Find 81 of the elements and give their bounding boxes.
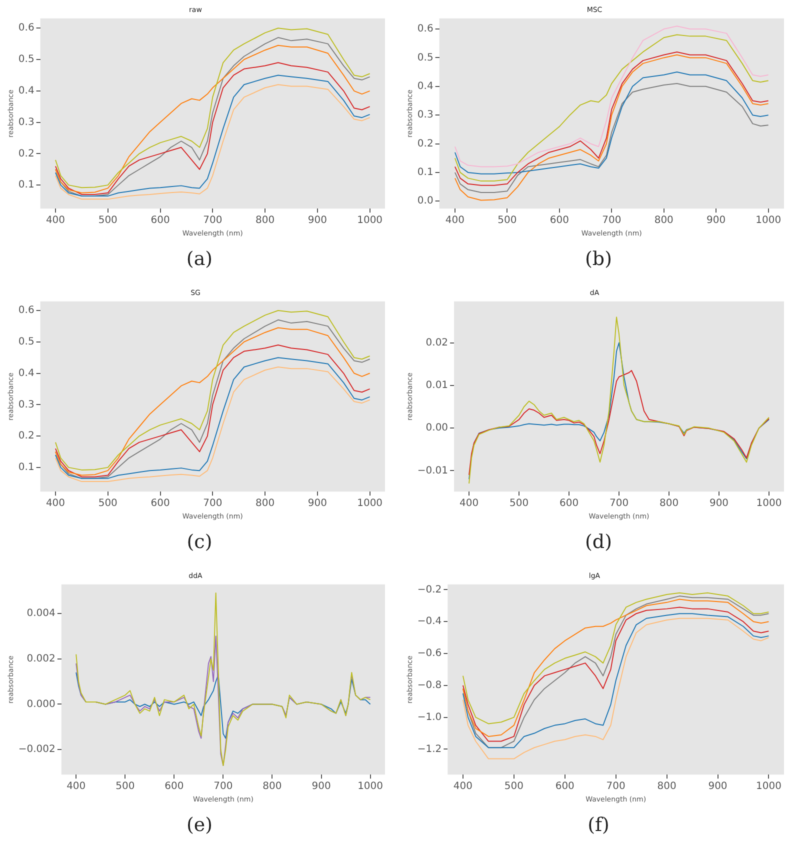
- x-tick-label: 800: [262, 781, 282, 792]
- x-tick-label: 400: [46, 498, 66, 510]
- x-tick-label: 500: [116, 781, 135, 792]
- x-tick-label: 800: [255, 498, 275, 510]
- x-tick-label: 500: [509, 498, 529, 510]
- y-tick-label: 0.004: [26, 608, 56, 620]
- x-tick-label: 900: [308, 215, 327, 226]
- y-tick-label: −0.2: [417, 584, 442, 596]
- y-tick-label: 0.2: [417, 138, 434, 150]
- y-tick-label: 0.5: [18, 336, 34, 348]
- x-tick-label: 400: [445, 215, 465, 226]
- x-tick-label: 1000: [357, 215, 383, 226]
- y-tick-label: 0.2: [18, 148, 34, 160]
- y-tick-label: 0.1: [18, 462, 34, 474]
- x-tick-label: 1000: [756, 215, 782, 226]
- text: (c): [186, 530, 214, 555]
- x-tick-label: 900: [308, 498, 327, 510]
- y-tick-label: 0.000: [26, 698, 56, 710]
- x-tick-label: 400: [459, 498, 479, 510]
- y-tick-label: 0.3: [18, 399, 34, 410]
- x-tick-label: 600: [150, 215, 170, 226]
- x-tick-label: 400: [46, 215, 66, 226]
- text: (e): [185, 813, 214, 838]
- x-tick-label: 600: [555, 781, 574, 792]
- x-tick-label: 700: [214, 781, 233, 792]
- y-tick-label: −1.0: [417, 712, 442, 723]
- x-tick-label: 800: [657, 781, 676, 792]
- x-tick-label: 800: [255, 215, 275, 226]
- x-tick-label: 1000: [756, 498, 782, 510]
- x-tick-label: 700: [609, 498, 629, 510]
- y-tick-label: −0.01: [417, 465, 448, 476]
- y-tick-label: −0.8: [417, 680, 442, 691]
- y-tick-label: 0.01: [426, 380, 448, 392]
- x-tick-label: 600: [164, 781, 184, 792]
- x-tick-label: 500: [498, 215, 517, 226]
- x-tick-label: 700: [606, 781, 626, 792]
- x-tick-label: 900: [312, 781, 331, 792]
- x-tick-label: 500: [98, 498, 118, 510]
- x-tick-label: 900: [706, 215, 726, 226]
- y-tick-label: −1.2: [417, 744, 442, 755]
- x-tick-label: 800: [654, 215, 674, 226]
- x-tick-label: 600: [559, 498, 579, 510]
- y-tick-label: 0.6: [417, 24, 434, 35]
- y-tick-label: 0.00: [426, 422, 448, 434]
- x-tick-label: 400: [66, 781, 86, 792]
- x-tick-label: 1000: [358, 781, 384, 792]
- x-tick-label: 900: [708, 781, 728, 792]
- y-tick-label: 0.5: [18, 54, 34, 66]
- y-tick-label: 0.4: [18, 368, 34, 379]
- y-tick-label: 0.002: [26, 653, 56, 664]
- x-tick-label: 600: [550, 215, 569, 226]
- x-tick-label: 700: [203, 498, 222, 510]
- y-tick-label: −0.4: [417, 616, 442, 628]
- x-tick-label: 700: [203, 215, 222, 226]
- y-tick-label: 0.4: [417, 80, 434, 92]
- y-tick-label: 0.2: [18, 430, 34, 442]
- x-tick-label: 500: [98, 215, 118, 226]
- y-tick-label: 0.1: [417, 167, 434, 178]
- x-tick-label: 1000: [756, 781, 782, 792]
- text: (a): [185, 247, 214, 272]
- x-tick-label: 1000: [357, 498, 383, 510]
- text: (d): [584, 530, 613, 555]
- x-tick-label: 400: [453, 781, 473, 792]
- y-tick-label: 0.4: [18, 85, 34, 96]
- y-tick-label: 0.1: [18, 180, 34, 191]
- x-tick-label: 800: [659, 498, 679, 510]
- y-tick-label: −0.6: [417, 648, 442, 660]
- x-tick-label: 700: [602, 215, 622, 226]
- y-tick-label: 0.0: [417, 196, 434, 207]
- y-tick-label: 0.3: [18, 116, 34, 128]
- y-tick-label: 0.02: [426, 337, 448, 348]
- x-tick-label: 600: [150, 498, 170, 510]
- text: (f): [586, 813, 610, 838]
- y-tick-label: 0.6: [18, 22, 34, 34]
- y-tick-label: 0.5: [417, 52, 434, 64]
- text: (b): [584, 247, 613, 272]
- y-tick-label: −0.002: [18, 744, 56, 756]
- x-tick-label: 900: [709, 498, 729, 510]
- y-tick-label: 0.3: [417, 110, 434, 121]
- x-tick-label: 500: [504, 781, 524, 792]
- y-tick-label: 0.6: [18, 305, 34, 316]
